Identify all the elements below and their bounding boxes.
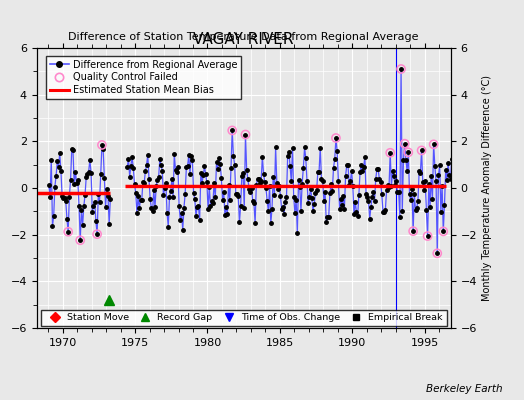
Point — [439, 228, 447, 234]
Point — [397, 66, 405, 72]
Point — [400, 140, 409, 147]
Point — [98, 142, 106, 148]
Point — [93, 231, 101, 237]
Point — [423, 233, 432, 239]
Legend: Station Move, Record Gap, Time of Obs. Change, Empirical Break: Station Move, Record Gap, Time of Obs. C… — [41, 310, 446, 326]
Point — [228, 127, 236, 134]
Point — [386, 150, 395, 156]
Text: Difference of Station Temperature Data from Regional Average: Difference of Station Temperature Data f… — [69, 32, 419, 42]
Point — [64, 228, 72, 235]
Point — [418, 147, 426, 154]
Point — [76, 237, 84, 244]
Point — [404, 149, 412, 156]
Point — [433, 250, 441, 256]
Point — [430, 141, 438, 148]
Point — [241, 131, 249, 138]
Title: VAGAY RIVER: VAGAY RIVER — [193, 32, 294, 47]
Point — [332, 135, 340, 141]
Y-axis label: Monthly Temperature Anomaly Difference (°C): Monthly Temperature Anomaly Difference (… — [483, 75, 493, 301]
Text: Berkeley Earth: Berkeley Earth — [427, 384, 503, 394]
Point — [409, 228, 417, 234]
